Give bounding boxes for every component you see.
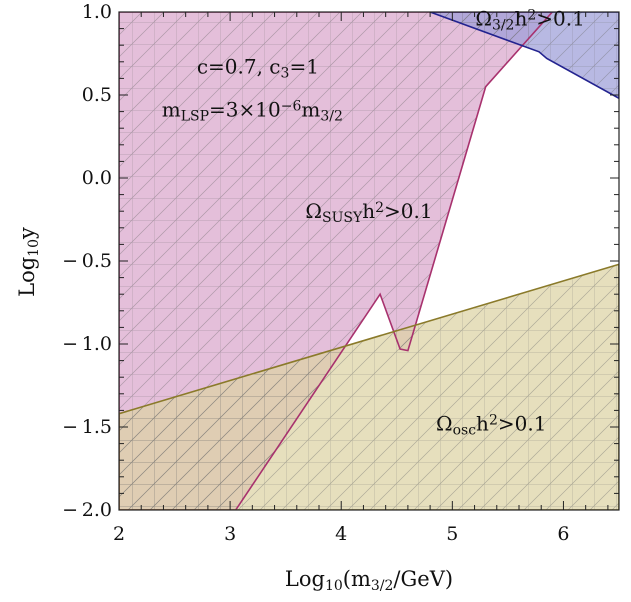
y-tick-label: 0.5 (82, 84, 112, 106)
region-2-outline (429, 12, 619, 100)
y-tick-label: − 0.5 (62, 250, 112, 272)
y-tick-label: − 1.0 (62, 333, 112, 355)
region-1-outline (119, 263, 619, 510)
annotation-susy: ΩSUSYh2>0.1 (305, 199, 432, 226)
annotation-params1: c=0.7, c3=1 (197, 54, 319, 81)
x-tick-label: 6 (557, 523, 569, 545)
y-tick-label: 0.0 (82, 167, 112, 189)
x-tick-label: 4 (335, 523, 347, 545)
x-tick-label: 3 (224, 523, 236, 545)
x-tick-label: 2 (113, 523, 125, 545)
y-axis-label: Log10y (15, 227, 42, 297)
annotation-params2: mLSP=3×10−6m3/2 (162, 98, 343, 125)
y-tick-label: − 2.0 (62, 499, 112, 521)
x-tick-label: 5 (446, 523, 458, 545)
annotation-osc: Ωosch2>0.1 (436, 411, 546, 438)
region-1-hatch (119, 264, 619, 510)
region-2-hatch (430, 12, 619, 99)
region-0-outline (119, 12, 554, 510)
y-tick-label: − 1.5 (62, 416, 112, 438)
annotation-grav: Ω3/2h2>0.1 (475, 6, 585, 33)
x-axis-label: Log10(m3/2/GeV) (285, 567, 453, 594)
y-tick-label: 1.0 (82, 1, 112, 23)
